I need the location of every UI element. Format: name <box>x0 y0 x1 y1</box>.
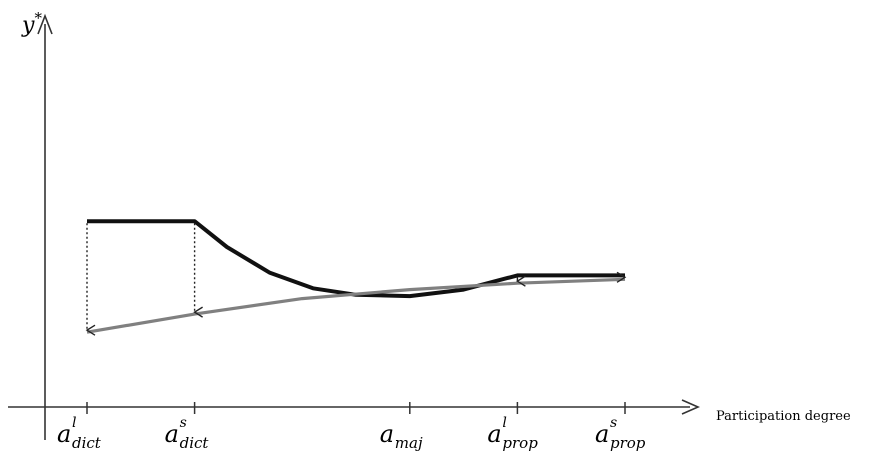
x-tick-label-5: as prop <box>595 415 646 452</box>
x-tick-label-1: al dict <box>57 415 102 452</box>
svg-text:amaj: amaj <box>380 420 423 452</box>
x-ticks: al dict as dict amaj al prop as prop <box>57 402 646 452</box>
x-tick-label-4: al prop <box>487 415 538 452</box>
y-axis-arrowhead <box>37 13 53 35</box>
series-line-1 <box>86 219 625 299</box>
x-tick-label-3: amaj <box>380 420 423 452</box>
x-axis-label: Participation degree <box>716 409 851 424</box>
axes <box>8 13 700 440</box>
x-axis-arrowhead <box>681 399 700 415</box>
y-axis-label: y* <box>21 9 42 38</box>
series-layer <box>86 219 626 334</box>
drop-arrows <box>85 223 627 336</box>
series-line-2 <box>86 277 626 334</box>
x-tick-label-2: as dict <box>165 415 210 452</box>
